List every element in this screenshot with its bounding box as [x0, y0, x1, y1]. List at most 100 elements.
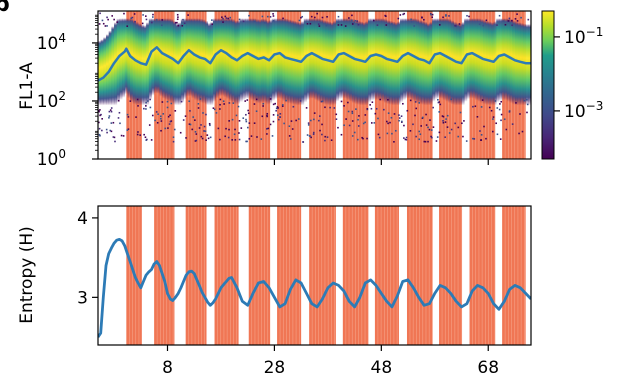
event-dot [450, 128, 453, 131]
density-column [448, 18, 452, 104]
stripe-band [439, 206, 463, 345]
entropy-y-ticks: 34 [77, 209, 98, 308]
event-dot [247, 112, 250, 115]
panel-label: b [0, 0, 10, 17]
event-dot [151, 114, 154, 117]
event-dot [261, 15, 264, 18]
event-dot [104, 25, 107, 27]
density-column [199, 18, 203, 103]
event-dot [366, 107, 369, 110]
density-column [116, 18, 120, 103]
event-dot [318, 115, 321, 117]
event-dot [329, 106, 331, 109]
event-dot [500, 113, 503, 116]
density-column [314, 18, 318, 101]
density-column [367, 18, 372, 103]
event-dot [370, 107, 373, 110]
event-dot [231, 139, 234, 141]
event-dot [429, 119, 431, 121]
event-dot [201, 137, 204, 140]
event-dot [431, 13, 434, 16]
density-column [180, 18, 184, 103]
event-dot [492, 118, 494, 120]
event-dot [476, 115, 479, 118]
event-dot [113, 136, 116, 139]
event-dot [378, 136, 381, 139]
event-dot [247, 109, 249, 112]
event-dot [229, 16, 232, 19]
event-dot [122, 135, 125, 137]
event-dot [403, 137, 405, 139]
x-tick-label: 8 [162, 358, 173, 378]
event-dot [442, 121, 445, 124]
event-dot [414, 101, 417, 103]
density-column [215, 18, 219, 99]
event-dot [337, 24, 340, 26]
event-dot [326, 16, 328, 18]
event-dot [384, 14, 386, 17]
event-dot [310, 119, 312, 122]
density-column [309, 18, 313, 99]
event-dot [191, 128, 194, 131]
event-dot [99, 114, 101, 117]
event-dot [262, 102, 265, 105]
density-column [293, 20, 297, 105]
event-dot [376, 24, 379, 26]
event-dot [106, 16, 108, 19]
density-column [277, 18, 281, 99]
density-column [124, 18, 128, 95]
event-dot [272, 120, 275, 123]
event-dot [430, 13, 432, 16]
density-column [402, 18, 406, 101]
event-dot [219, 98, 222, 101]
density-column [122, 18, 126, 98]
event-dot [123, 12, 125, 15]
event-dot [409, 130, 412, 132]
event-dot [370, 122, 373, 124]
event-dot [313, 118, 315, 121]
event-dot [319, 129, 321, 132]
density-column [456, 22, 460, 106]
event-dot [244, 100, 247, 102]
event-dot [126, 129, 129, 131]
density-column [202, 19, 206, 104]
event-dot [472, 137, 474, 140]
event-dot [266, 112, 269, 115]
density-column [496, 18, 500, 103]
event-dot [238, 120, 241, 122]
event-dot [445, 14, 447, 16]
density-column [159, 18, 163, 97]
event-dot [340, 100, 343, 103]
event-dot [189, 123, 192, 126]
event-dot [496, 24, 498, 26]
density-column [162, 18, 166, 99]
event-dot [194, 131, 197, 133]
density-column [236, 20, 241, 105]
event-dot [330, 139, 333, 142]
event-dot [266, 115, 268, 118]
event-dot [101, 129, 103, 132]
event-dot [101, 118, 103, 120]
density-column [242, 18, 246, 101]
event-dot [357, 23, 360, 26]
event-dot [485, 19, 488, 22]
event-dot [387, 122, 389, 125]
event-dot [357, 125, 360, 127]
event-dot [166, 100, 169, 103]
density-column [100, 39, 104, 106]
event-dot [160, 129, 162, 132]
event-dot [523, 99, 526, 102]
event-dot [209, 136, 212, 139]
event-dot [397, 17, 400, 20]
event-dot [312, 131, 315, 134]
event-dot [348, 17, 350, 19]
density-column [325, 20, 329, 105]
event-dot [312, 133, 315, 136]
event-dot [154, 119, 156, 122]
density-column [287, 19, 291, 104]
density-column [408, 18, 412, 99]
event-dot [516, 20, 519, 22]
density-column [335, 18, 339, 102]
density-column [239, 18, 243, 103]
